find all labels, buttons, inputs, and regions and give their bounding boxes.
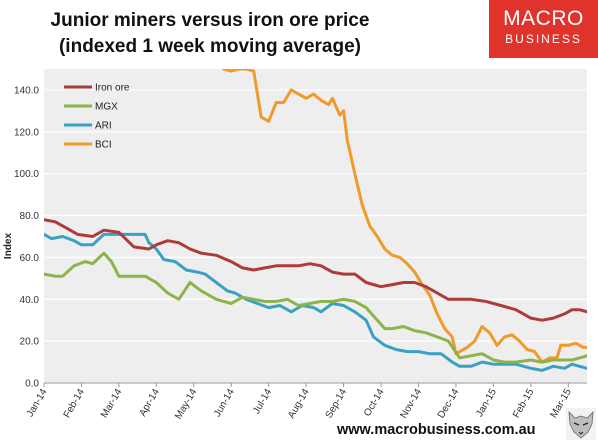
macrobusiness-logo: MACRO BUSINESS: [489, 0, 598, 58]
y-axis-label: Index: [3, 233, 14, 260]
legend: Iron ore MGX ARI BCI: [64, 83, 130, 151]
logo-text-business: BUSINESS: [505, 32, 582, 46]
y-tick-label: 100.0: [14, 169, 39, 180]
x-tick-label: Oct-14: [362, 387, 387, 419]
y-tick-label: 140.0: [14, 85, 39, 96]
plot-area: [44, 69, 587, 383]
series-lines: [44, 69, 587, 372]
x-tick-label: Feb-14: [62, 387, 88, 420]
legend-label: BCI: [95, 140, 112, 151]
chart-title-line1: Junior miners versus iron ore price: [50, 10, 370, 31]
x-tick-label: Jan-14: [25, 387, 50, 419]
y-axis-ticks: 0.0 20.0 40.0 60.0 80.0 100.0 120.0 140.0: [14, 85, 587, 390]
y-tick-label: 0.0: [25, 379, 39, 390]
legend-label: MGX: [95, 102, 118, 113]
legend-label: ARI: [95, 121, 112, 132]
logo-text-macro: MACRO: [503, 7, 584, 30]
y-tick-label: 60.0: [20, 253, 40, 264]
series-line-iron-ore: [44, 218, 587, 322]
x-tick-label: Jun-14: [212, 387, 237, 419]
x-tick-label: Jul-14: [251, 387, 274, 416]
x-tick-label: Aug-14: [286, 387, 312, 421]
series-line-ari: [44, 232, 587, 372]
x-tick-label: Apr-14: [137, 387, 162, 419]
y-tick-label: 20.0: [20, 337, 40, 348]
y-tick-label: 120.0: [14, 127, 39, 138]
x-tick-label: Nov-14: [398, 387, 424, 421]
footer-url: www.macrobusiness.com.au: [337, 422, 536, 438]
grid-lines: [44, 89, 587, 342]
x-tick-label: Sep-14: [324, 387, 350, 421]
x-axis-ticks: Jan-14 Feb-14 Mar-14 Apr-14 May-14 Jun-14 Jul-…: [25, 383, 574, 421]
x-tick-label: Feb-15: [511, 387, 537, 420]
series-line-bci: [222, 69, 587, 364]
x-tick-label: May-14: [173, 387, 199, 422]
y-tick-label: 80.0: [20, 211, 40, 222]
x-tick-label: Jan-15: [474, 387, 499, 419]
wolf-icon: [566, 408, 596, 440]
chart-title-line2: (indexed 1 week moving average): [58, 36, 361, 57]
x-tick-label: Dec-14: [436, 387, 462, 421]
y-tick-label: 40.0: [20, 295, 40, 306]
legend-label: Iron ore: [95, 83, 130, 94]
x-tick-label: Mar-14: [99, 387, 125, 420]
series-line-mgx: [44, 251, 587, 364]
